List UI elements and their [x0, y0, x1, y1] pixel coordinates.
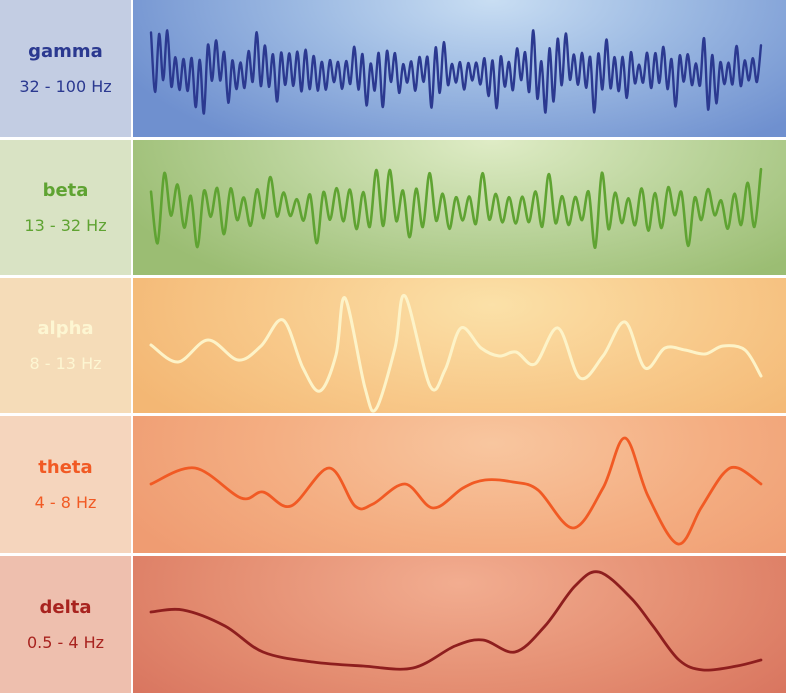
band-label-cell: beta 13 - 32 Hz: [0, 140, 131, 275]
waveform-beta: [149, 167, 763, 249]
band-frequency-range: 8 - 13 Hz: [29, 353, 102, 373]
band-frequency-range: 4 - 8 Hz: [34, 492, 97, 512]
band-gamma: gamma 32 - 100 Hz: [0, 0, 786, 137]
band-name: alpha: [37, 317, 94, 339]
band-frequency-range: 32 - 100 Hz: [19, 76, 112, 96]
band-name: theta: [38, 456, 93, 478]
wave-panel: [133, 278, 786, 413]
band-beta: beta 13 - 32 Hz: [0, 140, 786, 275]
band-label-cell: gamma 32 - 100 Hz: [0, 0, 131, 137]
waveform-svg: [149, 436, 763, 546]
band-delta: delta 0.5 - 4 Hz: [0, 556, 786, 693]
band-label-cell: alpha 8 - 13 Hz: [0, 278, 131, 413]
waveform-svg: [149, 29, 763, 115]
wave-panel: [133, 140, 786, 275]
wave-panel: [133, 556, 786, 693]
band-frequency-range: 13 - 32 Hz: [24, 215, 107, 235]
band-label-cell: delta 0.5 - 4 Hz: [0, 556, 131, 693]
band-name: delta: [39, 596, 92, 618]
waveform-theta: [149, 436, 763, 546]
waveform-gamma: [149, 29, 763, 115]
band-frequency-range: 0.5 - 4 Hz: [26, 632, 105, 652]
waveform-delta: [149, 570, 763, 672]
band-name: beta: [42, 179, 89, 201]
waveform-svg: [149, 167, 763, 249]
band-name: gamma: [28, 40, 103, 62]
band-alpha: alpha 8 - 13 Hz: [0, 278, 786, 413]
band-theta: theta 4 - 8 Hz: [0, 416, 786, 553]
wave-panel: [133, 416, 786, 553]
waveform-svg: [149, 570, 763, 672]
waveform-svg: [149, 294, 763, 413]
band-label-cell: theta 4 - 8 Hz: [0, 416, 131, 553]
wave-panel: [133, 0, 786, 137]
waveform-alpha: [149, 294, 763, 413]
